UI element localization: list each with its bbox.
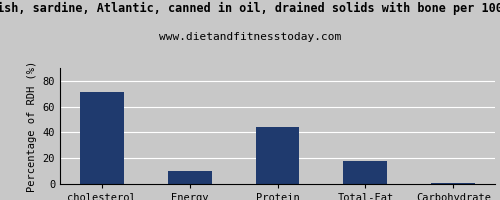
Text: ish, sardine, Atlantic, canned in oil, drained solids with bone per 100: ish, sardine, Atlantic, canned in oil, d… <box>0 2 500 15</box>
Bar <box>432 183 475 184</box>
Bar <box>256 127 300 184</box>
Bar <box>168 171 212 184</box>
Bar <box>344 161 388 184</box>
Bar <box>80 92 124 184</box>
Text: www.dietandfitnesstoday.com: www.dietandfitnesstoday.com <box>159 32 341 42</box>
Y-axis label: Percentage of RDH (%): Percentage of RDH (%) <box>27 60 37 192</box>
